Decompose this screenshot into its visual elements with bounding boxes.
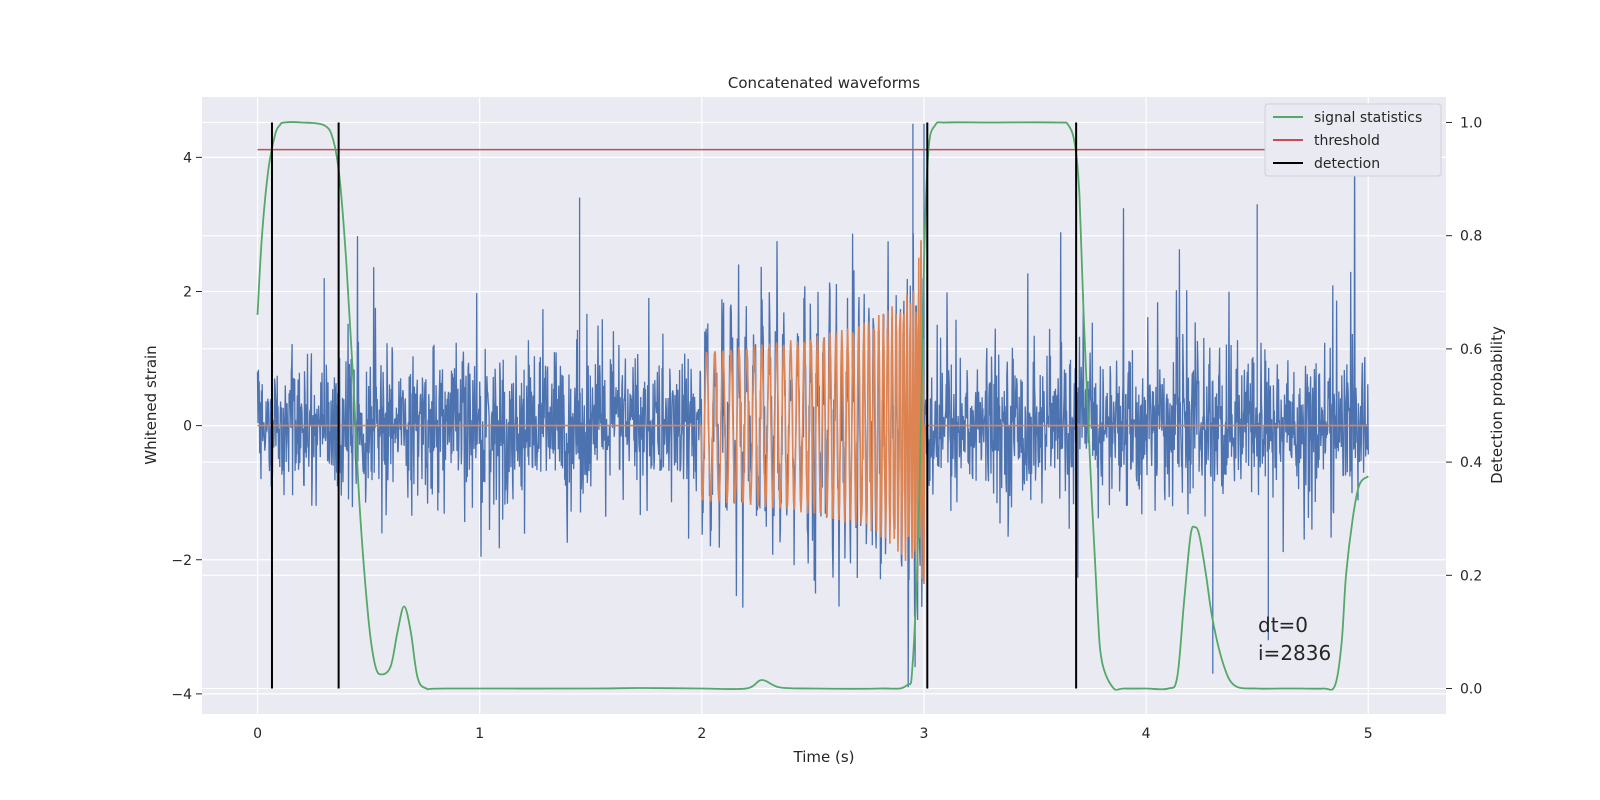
legend-label-detection: detection — [1314, 156, 1380, 172]
y2-tick-label: 0.8 — [1460, 229, 1482, 245]
legend-box — [1264, 103, 1442, 177]
y2-tick-label: 0.2 — [1460, 568, 1482, 584]
x-tick-label: 2 — [697, 726, 706, 742]
x-tick-label: 3 — [920, 726, 929, 742]
x-tick-label: 5 — [1364, 726, 1373, 742]
legend-label-signal-statistics: signal statistics — [1314, 110, 1422, 126]
annotation-dt: dt=0 — [1258, 613, 1308, 637]
y2-tick-label: 0.4 — [1460, 455, 1482, 471]
y-tick-label: −2 — [171, 553, 192, 569]
injected-waveform-line — [257, 240, 1369, 585]
y2-tick-label: 0.6 — [1460, 342, 1482, 358]
signal-statistics-line — [256, 121, 1369, 691]
chart-title: Concatenated waveforms — [728, 74, 920, 92]
y-tick-label: 0 — [183, 419, 192, 435]
chart-marks — [256, 121, 1369, 691]
y-tick-label: 2 — [183, 284, 192, 300]
y-axis-label: Whitened strain — [142, 345, 160, 464]
annotation: dt=0 i=2836 — [1258, 613, 1331, 665]
x-tick-label: 0 — [253, 726, 262, 742]
x-tick-label: 1 — [475, 726, 484, 742]
x-axis-label: Time (s) — [793, 748, 855, 766]
ticks: 0 1 2 3 4 5 −4 −2 0 2 4 0.0 0.2 0.4 0.6 0.8 1.0 — [171, 115, 1482, 742]
y2-tick-label: 0.0 — [1460, 682, 1482, 698]
y-tick-label: −4 — [171, 687, 192, 703]
y-tick-label: 4 — [183, 150, 192, 166]
legend-label-threshold: threshold — [1314, 133, 1380, 149]
x-tick-label: 4 — [1142, 726, 1151, 742]
legend: signal statistics threshold detection — [1264, 103, 1442, 177]
y2-tick-label: 1.0 — [1460, 115, 1482, 131]
annotation-i: i=2836 — [1258, 641, 1331, 665]
y2-axis-label: Detection probability — [1488, 326, 1506, 484]
